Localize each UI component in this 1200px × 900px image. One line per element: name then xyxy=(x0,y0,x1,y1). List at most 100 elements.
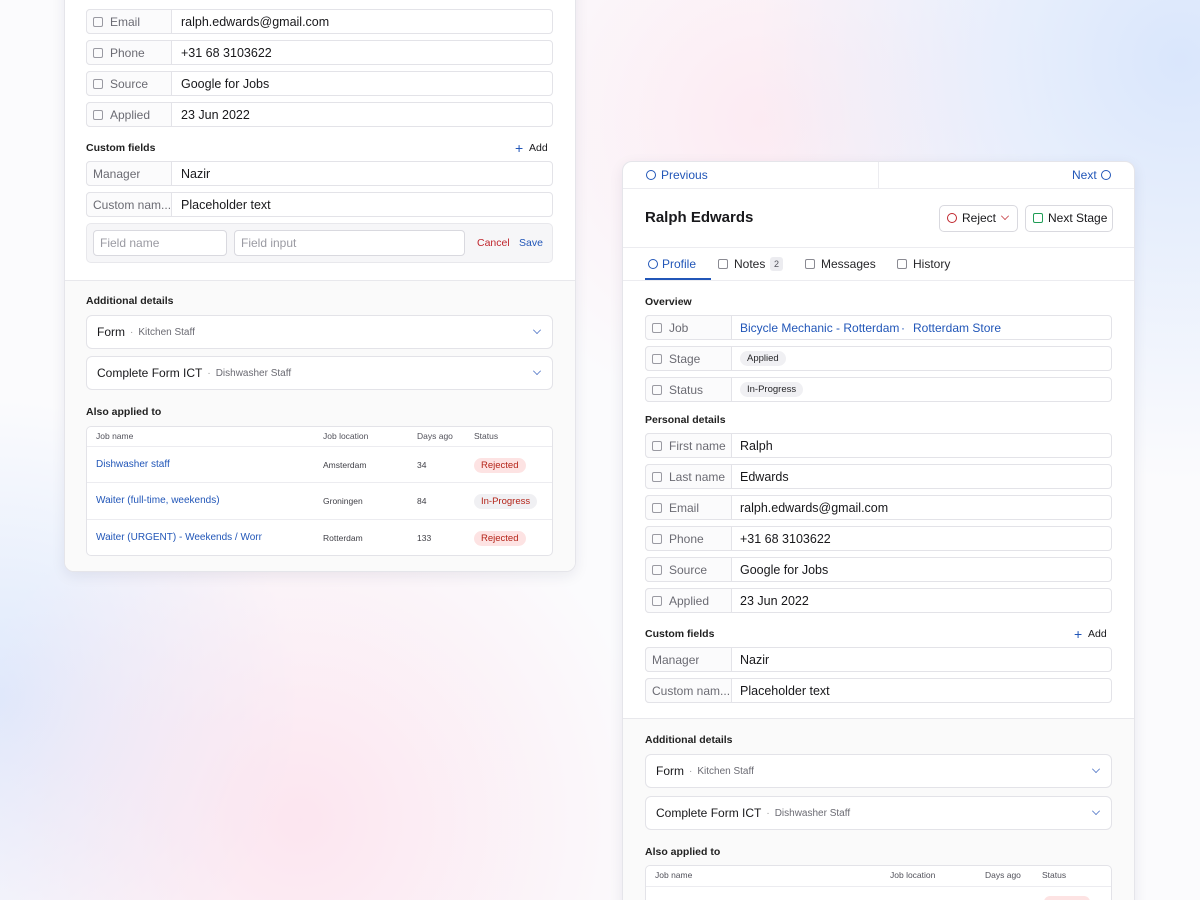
field-label: Source xyxy=(669,562,708,577)
field-label: Source xyxy=(110,76,149,91)
table-header: Days ago xyxy=(417,431,453,441)
field-label: Manager xyxy=(652,652,700,667)
status-badge: Rejected xyxy=(474,530,526,546)
table-row-divider xyxy=(87,519,552,520)
next-button[interactable]: Next xyxy=(1072,168,1097,182)
form-name: Complete Form ICT xyxy=(97,366,203,380)
form-accordion[interactable]: Form · Kitchen Staff xyxy=(86,315,553,349)
job-link[interactable]: Dishwasher staff xyxy=(96,459,170,470)
form-separator: · xyxy=(207,367,211,379)
separator: · xyxy=(901,320,905,335)
field-label: Manager xyxy=(93,166,141,181)
icon xyxy=(93,16,103,27)
job-link[interactable]: Bicycle Mechanic - Rotterdam xyxy=(740,320,900,335)
form-separator: · xyxy=(766,807,770,819)
field-value: +31 68 3103622 xyxy=(181,45,272,60)
job-link[interactable]: Waiter (full-time, weekends) xyxy=(96,495,220,506)
store-link[interactable]: Rotterdam Store xyxy=(913,320,1002,335)
field-label-cell xyxy=(86,71,172,96)
section-title: Also applied to xyxy=(645,846,721,858)
input-placeholder: Field input xyxy=(241,236,297,250)
save-button[interactable]: Save xyxy=(519,237,543,249)
field-value: Google for Jobs xyxy=(181,76,270,91)
field-value-input[interactable] xyxy=(234,230,465,256)
form-accordion[interactable]: Complete Form ICT · Dishwasher Staff xyxy=(86,356,553,390)
field-label: Applied xyxy=(110,107,151,122)
previous-button[interactable]: Previous xyxy=(661,168,708,182)
icon xyxy=(805,259,815,269)
tab[interactable]: History xyxy=(913,257,951,271)
table-header: Job location xyxy=(323,431,369,441)
input-placeholder: Field name xyxy=(100,236,160,250)
cancel-button[interactable]: Cancel xyxy=(477,237,510,249)
candidate-name: Ralph Edwards xyxy=(645,209,754,226)
form-subtitle: Kitchen Staff xyxy=(138,326,195,338)
field-label-cell xyxy=(86,9,172,34)
section-title: Additional details xyxy=(645,734,733,746)
field-label: Last name xyxy=(669,469,726,484)
form-separator: · xyxy=(689,765,693,777)
icon xyxy=(646,170,656,180)
table-header: Status xyxy=(474,431,499,441)
nav-split xyxy=(878,162,879,188)
field-label: Status xyxy=(669,382,704,397)
reject-label: Reject xyxy=(962,211,997,225)
field-value: Nazir xyxy=(740,652,770,667)
icon xyxy=(652,353,662,364)
form-separator: · xyxy=(130,326,134,338)
field-label: Email xyxy=(110,14,141,29)
applied-table xyxy=(645,865,1112,900)
field-label: Email xyxy=(669,500,700,515)
field-value: Placeholder text xyxy=(740,683,830,698)
section-title: Custom fields xyxy=(86,142,156,154)
tab[interactable]: Profile xyxy=(662,257,697,271)
field-value: 23 Jun 2022 xyxy=(740,593,809,608)
section-title: Also applied to xyxy=(86,406,162,418)
form-accordion[interactable]: Form · Kitchen Staff xyxy=(645,754,1112,788)
status-badge: Applied xyxy=(740,351,786,366)
field-label-cell xyxy=(645,433,732,458)
next-stage-button[interactable] xyxy=(1025,205,1113,232)
add-button[interactable]: Add xyxy=(529,142,548,154)
tab[interactable]: Notes xyxy=(734,257,766,271)
field-value: Nazir xyxy=(181,166,211,181)
job-location: Rotterdam xyxy=(323,533,363,543)
field-label: Custom nam... xyxy=(93,197,170,212)
tab[interactable]: Messages xyxy=(821,257,876,271)
nav-divider xyxy=(623,188,1134,189)
icon xyxy=(93,78,103,89)
field-label-cell xyxy=(645,495,732,520)
form-accordion[interactable]: Complete Form ICT · Dishwasher Staff xyxy=(645,796,1112,830)
field-label-cell xyxy=(645,678,732,703)
status-badge: In-Progress xyxy=(474,493,538,509)
form-subtitle: Kitchen Staff xyxy=(697,765,754,777)
section-title: Additional details xyxy=(86,295,174,307)
notes-count-badge: 2 xyxy=(770,257,783,271)
table-row-divider xyxy=(646,886,1111,887)
field-label-cell xyxy=(645,346,732,371)
table-header: Job location xyxy=(890,870,936,880)
form-name: Form xyxy=(97,325,125,339)
field-label-cell xyxy=(645,526,732,551)
icon xyxy=(718,259,728,269)
section-title: Custom fields xyxy=(645,628,715,640)
icon xyxy=(93,109,103,120)
status-badge-partial xyxy=(1044,896,1090,900)
field-label: Stage xyxy=(669,351,701,366)
field-value: Google for Jobs xyxy=(740,562,829,577)
job-link[interactable]: Waiter (URGENT) - Weekends / Worn xyxy=(96,532,262,543)
table-row-divider xyxy=(87,482,552,483)
add-icon: + xyxy=(1074,626,1083,642)
section-title: Personal details xyxy=(645,414,726,426)
field-label-cell xyxy=(645,377,732,402)
status-badge: In-Progress xyxy=(740,382,804,397)
status-badge: Rejected xyxy=(474,457,526,473)
field-label-cell xyxy=(86,102,172,127)
field-label-cell xyxy=(86,192,172,217)
field-label-cell xyxy=(645,647,732,672)
icon xyxy=(652,595,662,606)
add-button[interactable]: Add xyxy=(1088,628,1107,640)
field-name-input[interactable] xyxy=(93,230,227,256)
icon xyxy=(652,384,662,395)
field-label: Phone xyxy=(669,531,704,546)
